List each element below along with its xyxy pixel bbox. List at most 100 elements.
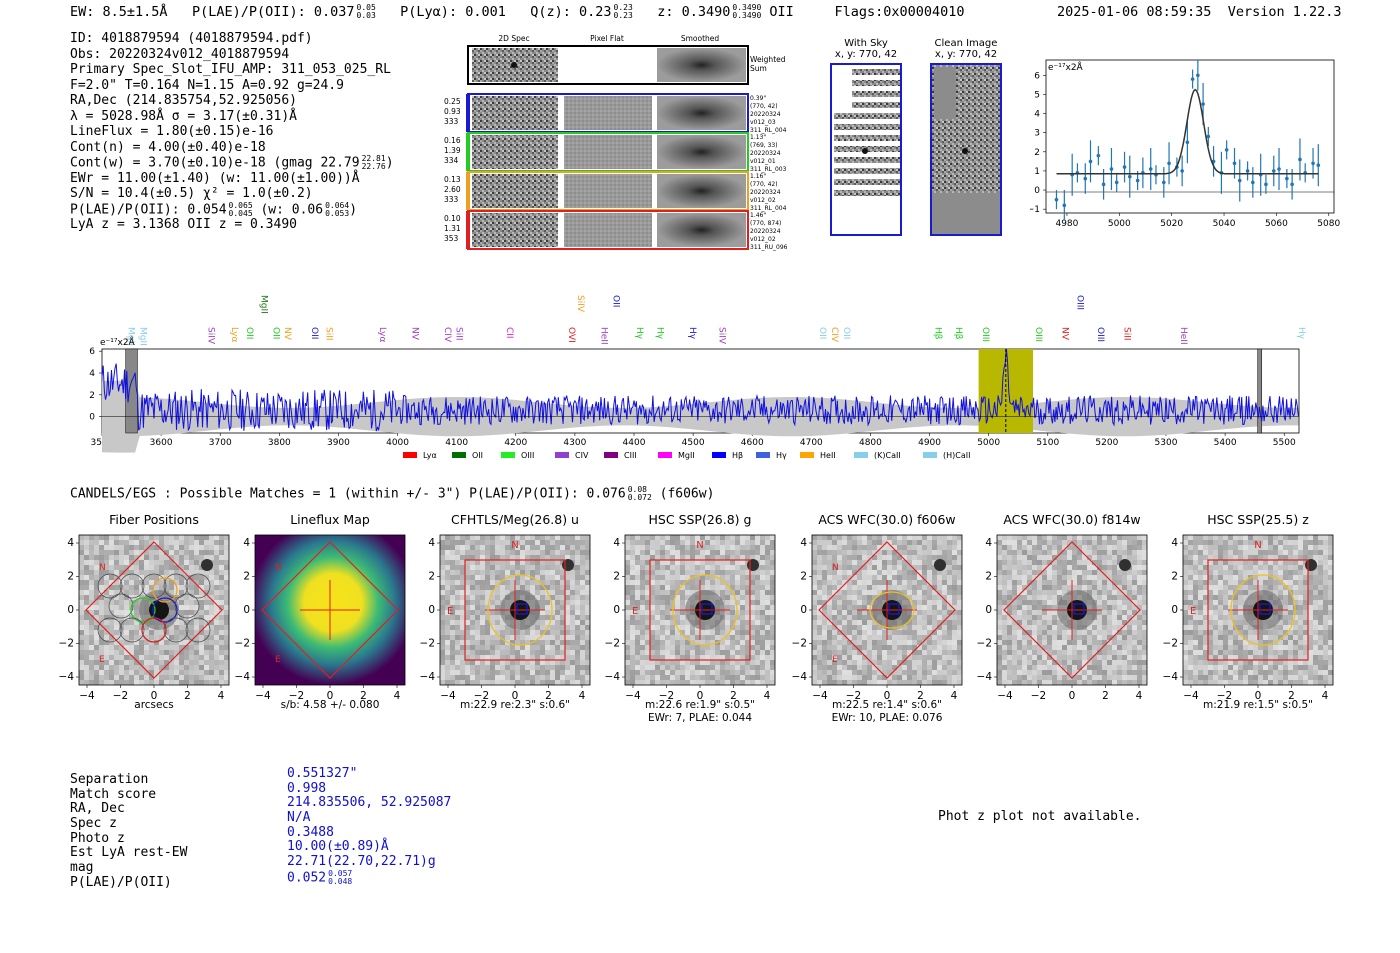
cutout-footer: s/b: 4.58 +/- 0.080	[280, 699, 380, 711]
spec-row-left-label: 0.13	[444, 175, 461, 184]
spec-line-label: MgII	[137, 327, 147, 346]
cutout-ytick: 0	[67, 604, 74, 616]
spec-line-label: Hγ	[655, 327, 665, 340]
info-id: ID: 4018879594 (4018879594.pdf)	[70, 31, 313, 46]
col-smoothed: Smoothed	[681, 34, 720, 43]
val-plae-lo: 0.048	[328, 876, 353, 886]
spec-row-right-label: 311_RL_003	[750, 166, 787, 173]
match-marker	[701, 603, 713, 615]
fit-point	[1311, 161, 1315, 166]
cutout-xtick: 0	[151, 690, 158, 699]
plae-w-lo: 0.053	[325, 208, 350, 218]
info-lambda: λ = 5028.98Å σ = 3.17(±0.31)Å	[70, 108, 297, 124]
clean-image-coords: x, y: 770, 42	[934, 49, 998, 60]
spec-line-label: MgII	[259, 295, 269, 314]
fit-point	[1054, 197, 1059, 202]
spec-xtick: 4200	[504, 438, 527, 448]
ifu-footprint	[85, 541, 223, 679]
info-primary: Primary Spec_Slot_IFU_AMP: 311_053_025_R…	[70, 62, 391, 77]
spec-xtick: 4100	[445, 438, 468, 448]
info-lineflux: LineFlux = 1.80(±0.15)e-16	[70, 124, 274, 139]
info-lya-z: LyA z = 3.1368 OII z = 0.3490	[70, 217, 297, 232]
fit-point	[1237, 178, 1242, 183]
spec-line-label: SiIV	[205, 327, 215, 345]
spec-row-right-label: 20220324	[750, 150, 781, 157]
north-label: N	[696, 540, 703, 551]
cutout-xtick: 2	[917, 690, 924, 699]
fit-point	[1122, 165, 1127, 169]
cutout-title: HSC SSP(25.5) z	[1207, 512, 1309, 527]
qz-label: Q(z):	[530, 4, 571, 20]
fit-point	[1277, 167, 1281, 171]
spec-xtick: 5000	[977, 438, 1000, 448]
spec-row-right-label: (770, 874)	[750, 220, 781, 227]
spec-line-label: SiIV	[717, 327, 727, 345]
spec-row-2d	[472, 213, 558, 247]
photz-message: Phot z plot not available.	[938, 809, 1142, 824]
cutout-ytick: 4	[67, 537, 74, 549]
fit-point	[1127, 174, 1132, 179]
spec-xtick: 3700	[209, 438, 232, 448]
fiber-circle	[152, 597, 178, 623]
lbl-match-score: Match score	[70, 786, 157, 802]
fit-point	[1148, 167, 1153, 171]
cutout-footer: m:21.9 re:1.5" s:0.5"	[1203, 699, 1313, 711]
spec-row-left-label: 2.60	[444, 185, 461, 194]
legend-swatch	[756, 452, 770, 458]
cutout-image: N E 4 2 0 −2 −4 −4 −2 0 2 4	[792, 534, 963, 699]
fit-ytick: 2	[1034, 148, 1040, 158]
lbl-radec: RA, Dec	[70, 801, 125, 817]
spec-row-colorbar	[466, 211, 470, 249]
spec-xtick: 5200	[1095, 438, 1118, 448]
fit-ytick: 1	[1034, 167, 1040, 177]
fit-ytick: 3	[1034, 129, 1040, 139]
spec-xtick: 5300	[1155, 438, 1178, 448]
spec-row-right-label: 311_RL_004	[750, 127, 787, 134]
spec-row-colorbar	[466, 172, 470, 210]
cutout-ytick: 2	[428, 571, 435, 583]
legend-label: HeII	[820, 451, 836, 460]
fiber-circle	[108, 593, 134, 619]
cutout-ytick: 2	[985, 571, 992, 583]
spec-row-flat	[564, 174, 652, 208]
cutout-footer: m:22.6 re:1.9" s:0.5"	[645, 699, 755, 711]
val-plae: 0.052 0.057 0.048	[287, 869, 451, 886]
cutout-xtick: 0	[697, 690, 704, 699]
contw-hi: 22.81	[361, 154, 386, 163]
z-line: OII	[769, 4, 794, 20]
spec-xtick: 4900	[918, 438, 941, 448]
plya-value: P(Lyα): 0.001	[400, 4, 506, 20]
legend-swatch	[923, 452, 937, 458]
spec-line-label: CIV	[829, 327, 839, 343]
val-match-score: 0.998	[287, 780, 327, 796]
plae-w: (w: 0.06	[260, 202, 324, 217]
cutout-xtick: 2	[545, 690, 552, 699]
cutout-xtick: −2	[846, 690, 861, 699]
spec-row-right-label: v012_03	[750, 119, 776, 126]
legend-label: (H)CaII	[943, 451, 970, 460]
fit-point	[1180, 169, 1184, 173]
info-ewr: EWr = 11.00(±1.40) (w: 11.00(±1.00))Å	[70, 170, 360, 186]
north-label: N	[275, 563, 282, 573]
lbl-plae: P(LAE)/P(OII)	[70, 874, 172, 890]
fiber-circle	[119, 573, 145, 599]
fit-point	[1232, 161, 1237, 166]
spec-line-label: OIII	[1095, 327, 1105, 342]
cutout-panel: HSC SSP(25.5) z N E 4 2 0 −2 −4 −4 −2 0 2 4 m:21.9 re…	[1143, 512, 1343, 712]
match-marker	[1259, 603, 1271, 615]
spec-line-label: Hγ	[687, 327, 697, 340]
ifu-footprint	[261, 541, 399, 679]
with-sky-title: With Sky x, y: 770, 42	[830, 38, 902, 60]
spec-row-left-label: 1.39	[444, 146, 461, 155]
cutout-xtick: 4	[1322, 690, 1329, 699]
sky-stripe	[852, 80, 900, 86]
spec-row-2d	[472, 174, 558, 208]
fit-ylabel: e⁻¹⁷x2Å	[1048, 61, 1084, 73]
z-lo: 0.3490	[732, 11, 762, 20]
cutout-xtick: −2	[289, 690, 304, 699]
spec-row-left-label: 353	[444, 234, 459, 243]
sky-stripe	[834, 168, 900, 174]
cutout-footer: EWr: 10, PLAE: 0.076	[831, 712, 943, 724]
fit-point	[1196, 73, 1200, 78]
fit-point	[1096, 153, 1101, 158]
